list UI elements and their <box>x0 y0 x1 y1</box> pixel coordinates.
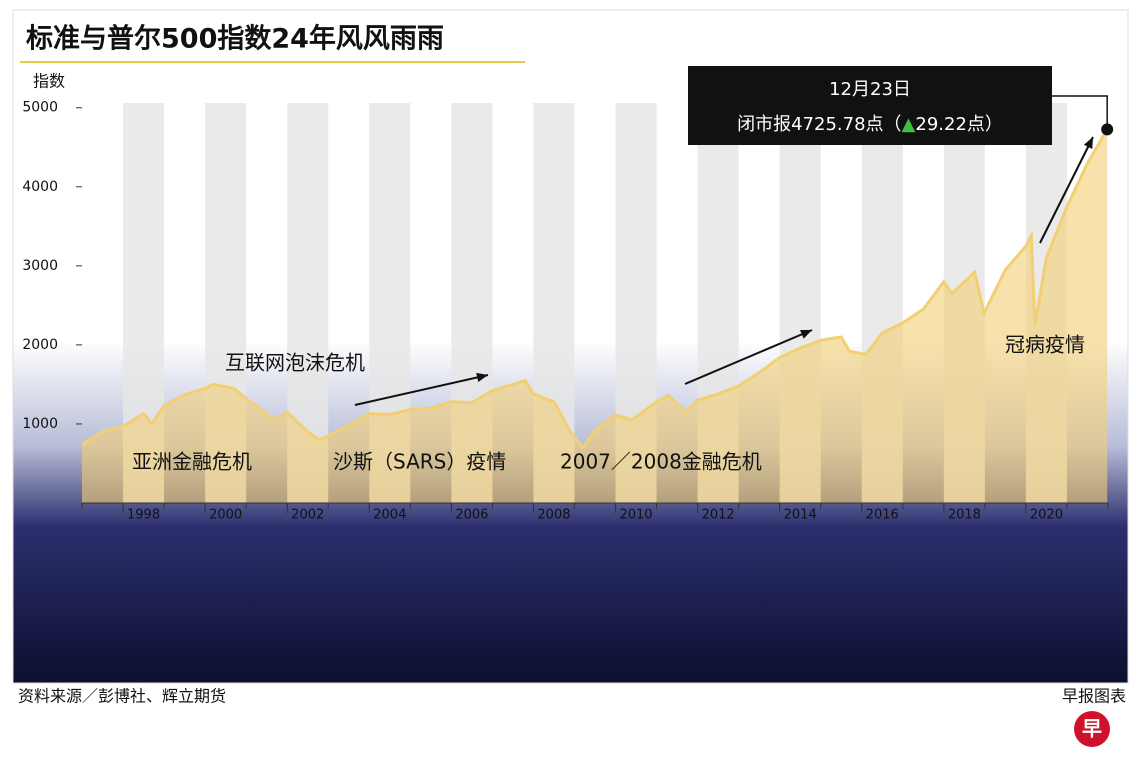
x-tick-label: 2016 <box>866 508 899 523</box>
callout-part: 29.22点 <box>915 114 985 135</box>
x-tick-label: 2002 <box>291 508 324 523</box>
x-tick-label: 2010 <box>619 508 652 523</box>
callout-box <box>688 66 1052 145</box>
callout-leader <box>1052 95 1108 130</box>
callout-text: 闭市报4725.78点（▲29.22点） <box>737 114 1003 135</box>
y-tick-label: 2000 <box>22 337 58 353</box>
x-tick-label: 2000 <box>209 508 242 523</box>
y-tick-label: 1000 <box>22 416 58 432</box>
x-tick-label: 2006 <box>455 508 488 523</box>
arrow-head <box>476 372 488 382</box>
trend-arrow <box>684 329 813 385</box>
trend-arrow <box>354 374 489 406</box>
source: 资料来源／彭博社、辉立期货 <box>18 687 226 706</box>
logo: 早 <box>1082 717 1102 741</box>
x-tick-label: 2014 <box>784 508 817 523</box>
annotation: 互联网泡沫危机 <box>225 351 365 375</box>
annotation: 亚洲金融危机 <box>132 450 252 474</box>
x-tick-label: 2008 <box>537 508 570 523</box>
x-tick-label: 2012 <box>702 508 735 523</box>
y-tick-label: 4000 <box>22 179 58 195</box>
arrow-head <box>800 330 812 339</box>
x-tick-label: 2004 <box>373 508 406 523</box>
arrow-head <box>1083 137 1093 149</box>
area <box>82 129 1108 503</box>
x-tick-label: 2018 <box>948 508 981 523</box>
callout-part: ） <box>985 114 1003 135</box>
y-tick-label: 3000 <box>22 258 58 274</box>
frame <box>12 9 1129 684</box>
x-tick-label: 2020 <box>1030 508 1063 523</box>
callout-part: ▲ <box>902 114 916 135</box>
trend-arrow <box>1039 136 1094 244</box>
logo-badge <box>1074 711 1110 747</box>
annotation: 2007／2008金融危机 <box>560 450 762 474</box>
last-point <box>1101 123 1114 136</box>
chart-title: 标准与普尔500指数24年风风雨雨 <box>26 23 444 55</box>
credit: 早报图表 <box>1062 687 1126 706</box>
line <box>81 128 1109 451</box>
callout-part: 闭市报4725.78点（ <box>737 114 901 135</box>
y-tick-label: 5000 <box>22 100 58 116</box>
annotation: 沙斯（SARS）疫情 <box>333 450 506 474</box>
y-axis-label: 指数 <box>33 72 65 91</box>
annotation: 冠病疫情 <box>1005 333 1085 357</box>
x-tick-label: 1998 <box>127 508 160 523</box>
callout-date: 12月23日 <box>829 79 911 100</box>
